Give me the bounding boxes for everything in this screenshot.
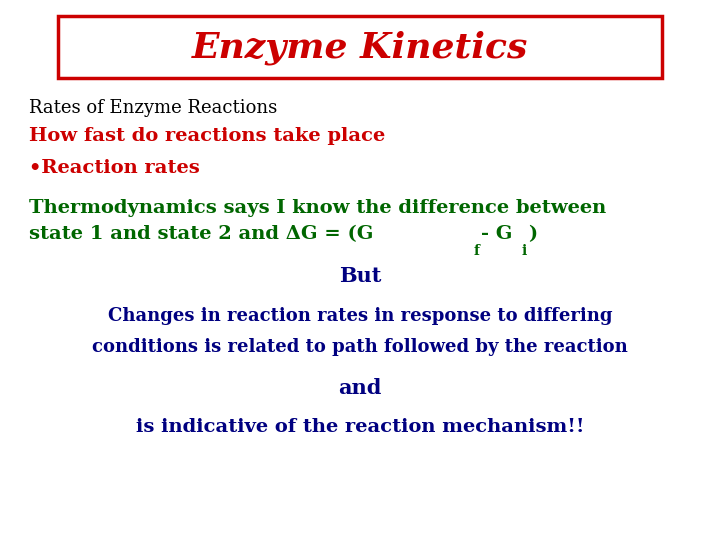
Text: Enzyme Kinetics: Enzyme Kinetics [192,30,528,65]
Text: and: and [338,377,382,398]
Text: How fast do reactions take place: How fast do reactions take place [29,127,385,145]
Text: •Reaction rates: •Reaction rates [29,159,199,178]
Text: i: i [521,244,526,258]
Text: is indicative of the reaction mechanism!!: is indicative of the reaction mechanism!… [136,417,584,436]
Text: ): ) [528,225,537,242]
Text: Rates of Enzyme Reactions: Rates of Enzyme Reactions [29,99,277,117]
Text: Thermodynamics says I know the difference between: Thermodynamics says I know the differenc… [29,199,606,217]
FancyBboxPatch shape [58,16,662,78]
Text: conditions is related to path followed by the reaction: conditions is related to path followed b… [92,338,628,356]
Text: state 1 and state 2 and ΔG = (G: state 1 and state 2 and ΔG = (G [29,225,373,242]
Text: - G: - G [481,225,512,242]
Text: f: f [473,244,479,258]
Text: But: But [339,266,381,287]
Text: Changes in reaction rates in response to differing: Changes in reaction rates in response to… [108,307,612,325]
